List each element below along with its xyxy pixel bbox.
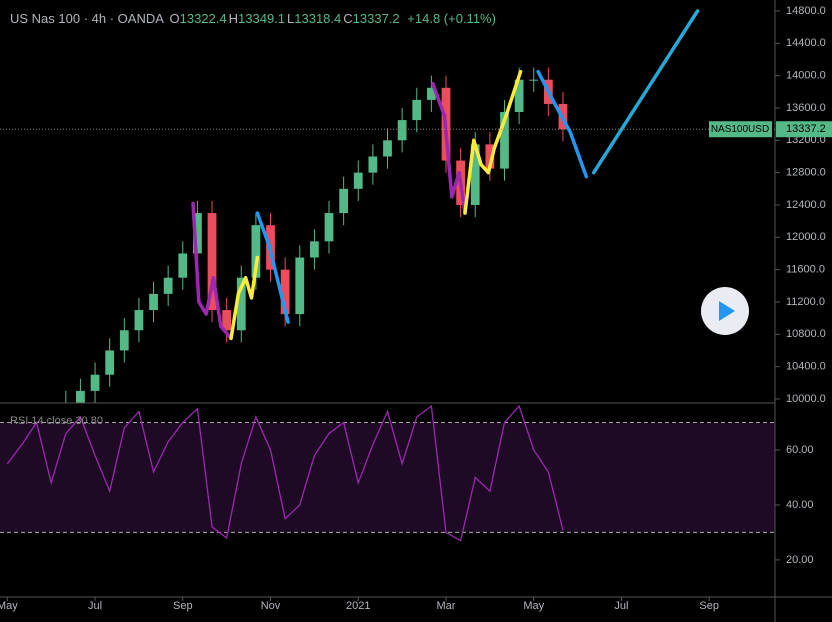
y-tick-label: 13600.0 — [786, 102, 826, 114]
x-tick-label: May — [523, 600, 544, 612]
candle-body — [149, 293, 158, 311]
symbol-tag — [709, 121, 772, 138]
y-tick-label: 11200.0 — [786, 296, 825, 308]
x-tick-label: Jul — [614, 600, 628, 612]
trend-drawing — [463, 69, 523, 215]
candle-body — [90, 374, 100, 391]
ohlc-legend: O13322.4 H13349.1 L13318.4 C13337.2 — [170, 11, 402, 26]
ohlc-value: 13337.2 — [352, 11, 400, 26]
y-tick-label: 60.00 — [786, 444, 814, 456]
candle-body — [397, 120, 407, 141]
trend-drawing — [191, 201, 233, 341]
y-tick-label: 11600.0 — [786, 264, 825, 276]
y-tick-label: 20.00 — [786, 554, 814, 566]
x-tick-label: 2021 — [346, 600, 370, 612]
x-tick-label: May — [0, 600, 18, 612]
candle-body — [529, 79, 539, 81]
trend-drawing — [536, 69, 589, 179]
y-tick-label: 12000.0 — [786, 231, 826, 243]
x-tick-label: Mar — [437, 600, 456, 612]
candle-body — [222, 310, 232, 331]
candle-body — [236, 277, 246, 331]
candle-body — [339, 188, 349, 214]
ohlc-value: 13318.4 — [294, 11, 342, 26]
trend-drawing — [255, 211, 290, 324]
change: +14.8 (+0.11%) — [407, 11, 496, 26]
ohlc-value: 13322.4 — [179, 11, 227, 26]
symbol-label: NAS100USD — [711, 124, 769, 135]
x-tick-label: Jul — [88, 600, 102, 612]
legend-header: US Nas 100 · 4h · OANDA O13322.4 H13349.1… — [10, 11, 498, 26]
axes: 10000.0 10400.0 10800.0 11200.0 11600.0 12000… — [0, 5, 832, 612]
candle-body — [500, 112, 509, 169]
ohlc-key: C — [343, 11, 353, 26]
symbol-title: US Nas 100 · 4h · OANDA — [10, 11, 164, 26]
trend-drawing — [431, 81, 467, 215]
candle-body — [514, 79, 524, 113]
candle-body — [353, 172, 363, 189]
rsi-pane — [0, 404, 775, 542]
y-tick-label: 12400.0 — [786, 199, 826, 211]
candle-body — [295, 257, 305, 315]
y-tick-label: 10800.0 — [786, 328, 826, 340]
y-tick-label: 14400.0 — [786, 37, 826, 49]
ohlc-key: H — [228, 11, 239, 26]
candle-body — [76, 390, 85, 403]
candle-body — [368, 156, 378, 173]
candle-body — [251, 225, 261, 278]
candle-body — [485, 144, 495, 169]
y-tick-label: 10400.0 — [786, 361, 826, 373]
candle-body — [310, 241, 319, 258]
trend-drawing — [229, 255, 260, 341]
trend-drawing — [591, 9, 700, 175]
candle-body — [470, 144, 480, 205]
candle-body — [412, 99, 422, 121]
rsi-band — [0, 422, 775, 533]
rsi-line — [6, 404, 564, 542]
candle-body — [119, 330, 129, 351]
candle-body — [193, 213, 202, 254]
y-tick-label: 14800.0 — [786, 5, 826, 17]
candle-body — [178, 253, 188, 278]
y-tick-label: 40.00 — [786, 499, 814, 511]
x-tick-label: Sep — [699, 600, 719, 612]
x-tick-label: Sep — [173, 600, 193, 612]
play-icon[interactable] — [719, 301, 735, 321]
candle-body — [426, 87, 436, 100]
price-pane — [0, 9, 775, 403]
last-price-tag — [776, 121, 832, 138]
play-button[interactable] — [701, 287, 749, 335]
ohlc-key: L — [287, 11, 295, 26]
y-tick-label: 10000.0 — [786, 393, 826, 405]
candle-body — [207, 213, 217, 311]
candle-body — [163, 277, 173, 294]
rsi-title: RSI 14 close 30.80 — [10, 415, 103, 427]
candle-body — [134, 310, 144, 331]
x-tick-label: Nov — [261, 600, 281, 612]
ohlc-key: O — [169, 11, 180, 26]
y-tick-label: 12800.0 — [786, 167, 826, 179]
ohlc-value: 13349.1 — [238, 11, 286, 26]
candle-body — [324, 213, 334, 242]
candle-body — [105, 350, 115, 375]
y-tick-label: 14000.0 — [786, 70, 826, 82]
last-price-label: 13337.2 — [786, 123, 826, 135]
candle-body — [280, 269, 290, 315]
candle-body — [383, 140, 392, 157]
